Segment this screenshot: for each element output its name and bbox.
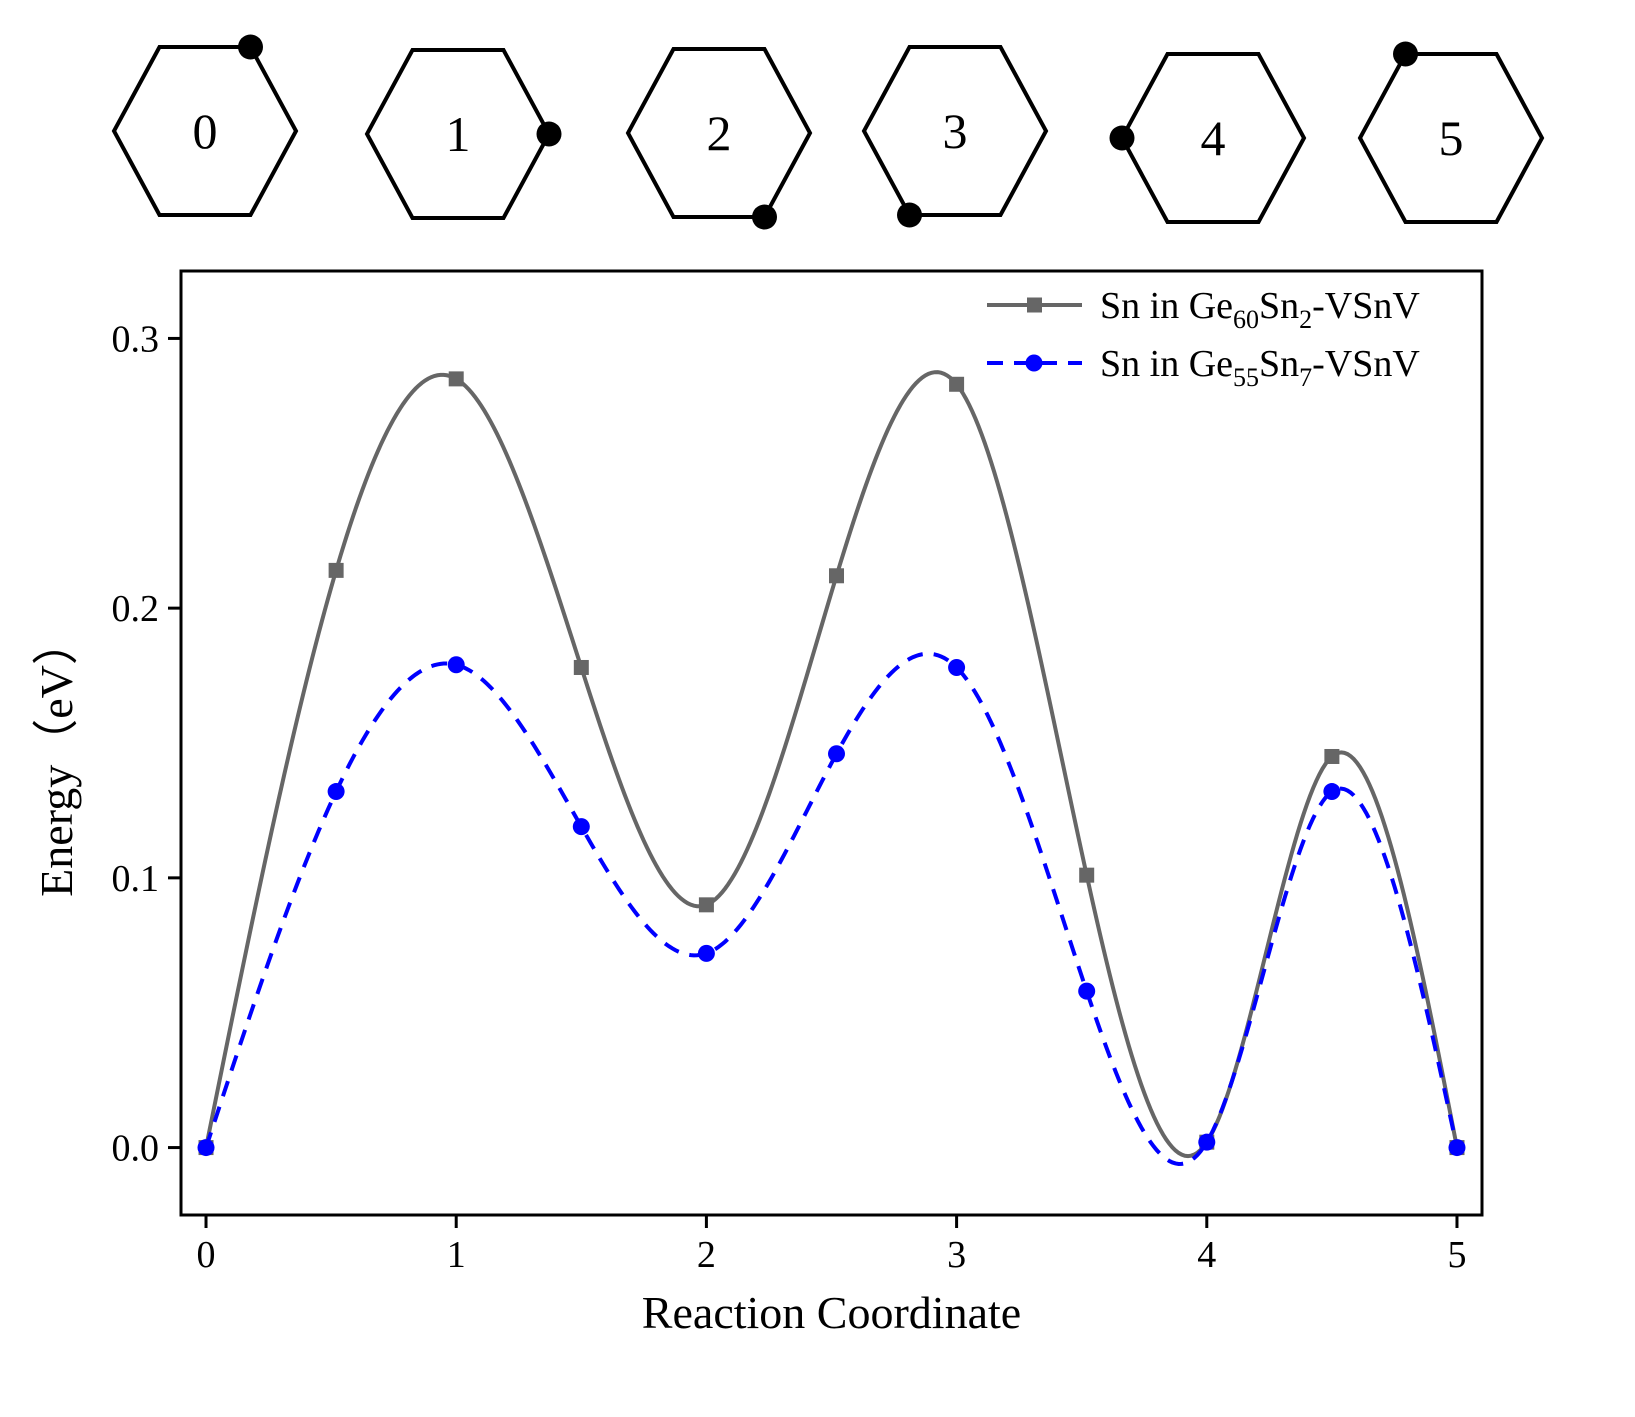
hexagon-state-5: 5 bbox=[1357, 41, 1545, 224]
legend-text: -VSnV bbox=[1312, 343, 1420, 385]
hexagon-schematic: 0 1 2 3 4 5 bbox=[111, 34, 1545, 230]
data-point bbox=[829, 568, 845, 584]
hexagon-state-0: 0 bbox=[111, 34, 299, 217]
data-point bbox=[698, 897, 714, 913]
legend-subscript: 2 bbox=[1299, 305, 1312, 334]
x-tick-label: 3 bbox=[947, 1234, 966, 1276]
hexagon-label: 0 bbox=[193, 103, 218, 159]
atom-dot bbox=[1109, 125, 1135, 151]
data-point bbox=[327, 783, 345, 801]
data-point bbox=[697, 944, 715, 962]
legend-item-2: Sn in Ge55Sn7-VSnV bbox=[987, 343, 1420, 392]
hexagon-label: 4 bbox=[1201, 110, 1226, 166]
legend-text: Sn in Ge bbox=[1100, 285, 1233, 327]
data-point bbox=[573, 659, 589, 675]
legend-subscript: 7 bbox=[1299, 363, 1312, 392]
hexagon-state-4: 4 bbox=[1109, 52, 1307, 224]
hexagon-state-2: 2 bbox=[625, 47, 813, 230]
data-point bbox=[1079, 867, 1095, 883]
series-layer bbox=[197, 370, 1466, 1166]
legend-subscript: 55 bbox=[1233, 363, 1259, 392]
data-point bbox=[949, 376, 965, 392]
y-axis-ticks: 0.0 0.1 0.2 0.3 bbox=[112, 318, 181, 1170]
hexagon-outline bbox=[1357, 52, 1545, 224]
hexagon-state-3: 3 bbox=[861, 45, 1049, 228]
y-axis-label: Energy（eV） bbox=[31, 619, 82, 897]
x-tick-label: 1 bbox=[447, 1234, 466, 1276]
atom-dot bbox=[752, 204, 777, 230]
data-point bbox=[948, 658, 966, 676]
x-tick-label: 5 bbox=[1447, 1234, 1466, 1276]
hexagon-label: 5 bbox=[1439, 110, 1464, 166]
data-point bbox=[197, 1139, 215, 1157]
x-tick-label: 4 bbox=[1197, 1234, 1216, 1276]
data-point bbox=[1448, 1139, 1466, 1157]
legend-subscript: 60 bbox=[1233, 305, 1259, 334]
data-point bbox=[328, 562, 344, 578]
data-point bbox=[1198, 1133, 1216, 1151]
hexagon-outline bbox=[364, 48, 552, 220]
y-tick-label: 0.1 bbox=[112, 858, 160, 900]
atom-dot bbox=[536, 121, 562, 147]
y-tick-label: 0.2 bbox=[112, 588, 160, 630]
atom-dot bbox=[1393, 41, 1418, 67]
hexagon-label: 2 bbox=[707, 105, 732, 161]
hexagon-label: 1 bbox=[446, 106, 471, 162]
x-tick-label: 2 bbox=[697, 1234, 716, 1276]
data-point bbox=[1078, 982, 1096, 1000]
data-point bbox=[1323, 783, 1341, 801]
hexagon-outline bbox=[861, 45, 1049, 217]
legend-text: Sn bbox=[1259, 343, 1299, 385]
legend-label: Sn in Ge55Sn7-VSnV bbox=[1100, 343, 1420, 392]
plot-frame bbox=[179, 269, 1484, 1217]
hexagon-label: 3 bbox=[943, 103, 968, 159]
y-tick-label: 0.3 bbox=[112, 318, 160, 360]
data-point bbox=[448, 371, 464, 387]
series-line bbox=[204, 651, 1459, 1166]
legend-text: Sn bbox=[1259, 285, 1299, 327]
hexagon-state-1: 1 bbox=[364, 48, 562, 220]
data-point bbox=[828, 745, 846, 763]
legend-text: -VSnV bbox=[1312, 285, 1420, 327]
legend-marker bbox=[1027, 297, 1042, 313]
x-axis-ticks: 0 1 2 3 4 5 bbox=[197, 1215, 1466, 1276]
atom-dot bbox=[238, 34, 263, 60]
x-tick-label: 0 bbox=[197, 1234, 216, 1276]
legend-text: Sn in Ge bbox=[1100, 343, 1233, 385]
data-point bbox=[447, 656, 465, 674]
atom-dot bbox=[897, 202, 922, 228]
legend-item-1: Sn in Ge60Sn2-VSnV bbox=[987, 285, 1420, 334]
legend-label: Sn in Ge60Sn2-VSnV bbox=[1100, 285, 1420, 334]
data-point bbox=[1324, 748, 1340, 764]
legend-marker bbox=[1025, 354, 1043, 372]
series-2 bbox=[197, 651, 1466, 1166]
data-point bbox=[572, 818, 590, 836]
x-axis-label: Reaction Coordinate bbox=[642, 1287, 1021, 1338]
y-tick-label: 0.0 bbox=[112, 1128, 160, 1170]
